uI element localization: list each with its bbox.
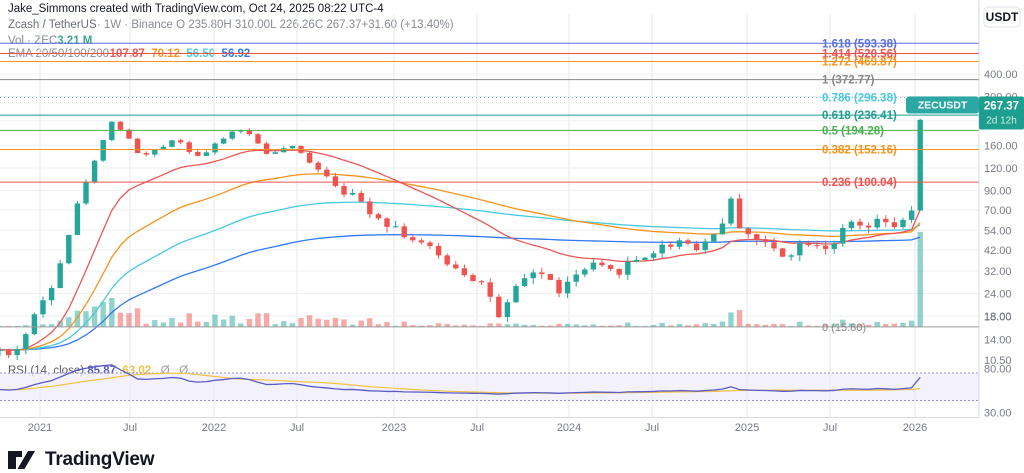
svg-text:H: H xyxy=(223,19,231,31)
svg-text:0.618 (236.41): 0.618 (236.41) xyxy=(822,110,897,122)
svg-text:L: L xyxy=(270,19,277,31)
svg-text:3.21 M: 3.21 M xyxy=(57,35,92,47)
svg-text:18.00: 18.00 xyxy=(984,312,1012,324)
svg-text:2026: 2026 xyxy=(903,422,927,434)
svg-text:235.80: 235.80 xyxy=(188,19,223,31)
svg-text:+31.60 (+13.40%): +31.60 (+13.40%) xyxy=(362,19,454,31)
svg-text:267.37: 267.37 xyxy=(984,100,1019,112)
svg-text:24.00: 24.00 xyxy=(984,289,1012,301)
svg-text:Jul: Jul xyxy=(823,422,837,434)
svg-text:Zcash / TetherUS: Zcash / TetherUS xyxy=(8,19,97,31)
svg-text:310.00: 310.00 xyxy=(235,19,270,31)
svg-text:Jul: Jul xyxy=(645,422,659,434)
svg-text:0.786 (296.38): 0.786 (296.38) xyxy=(822,92,897,104)
svg-text:1 (372.77): 1 (372.77) xyxy=(822,75,875,87)
svg-text:400.00: 400.00 xyxy=(984,69,1018,81)
svg-text:2024: 2024 xyxy=(557,422,581,434)
svg-text:2021: 2021 xyxy=(28,422,52,434)
svg-text:267.37: 267.37 xyxy=(326,19,361,31)
svg-text:0.382 (152.16): 0.382 (152.16) xyxy=(822,144,897,156)
svg-text:· 1W · Binance: · 1W · Binance xyxy=(97,19,173,31)
svg-text:70.00: 70.00 xyxy=(984,205,1012,217)
svg-text:O: O xyxy=(176,19,185,31)
svg-text:0.5 (194.28): 0.5 (194.28) xyxy=(822,125,884,137)
svg-text:2022: 2022 xyxy=(202,422,226,434)
svg-text:0.236 (100.04): 0.236 (100.04) xyxy=(822,177,897,189)
svg-text:42.00: 42.00 xyxy=(984,245,1012,257)
svg-text:120.00: 120.00 xyxy=(984,163,1018,175)
svg-text:Vol · ZEC: Vol · ZEC xyxy=(8,35,57,47)
svg-text:2023: 2023 xyxy=(382,422,406,434)
svg-text:Jul: Jul xyxy=(290,422,304,434)
svg-text:2d 12h: 2d 12h xyxy=(986,115,1017,126)
svg-text:2025: 2025 xyxy=(735,422,759,434)
svg-text:160.00: 160.00 xyxy=(984,141,1018,153)
svg-text:32.00: 32.00 xyxy=(984,266,1012,278)
svg-text:C: C xyxy=(315,19,323,31)
svg-text:ZECUSDT: ZECUSDT xyxy=(918,99,968,111)
svg-text:90.00: 90.00 xyxy=(984,185,1012,197)
svg-text:30.00: 30.00 xyxy=(984,407,1012,419)
svg-text:1.272 (469.87): 1.272 (469.87) xyxy=(822,57,897,69)
svg-text:0 (15.80): 0 (15.80) xyxy=(822,322,866,334)
svg-text:14.00: 14.00 xyxy=(984,334,1012,346)
svg-text:80.00: 80.00 xyxy=(984,364,1012,376)
svg-text:USDT: USDT xyxy=(986,10,1019,24)
svg-text:Jul: Jul xyxy=(470,422,484,434)
svg-text:Jul: Jul xyxy=(123,422,137,434)
svg-text:54.00: 54.00 xyxy=(984,225,1012,237)
